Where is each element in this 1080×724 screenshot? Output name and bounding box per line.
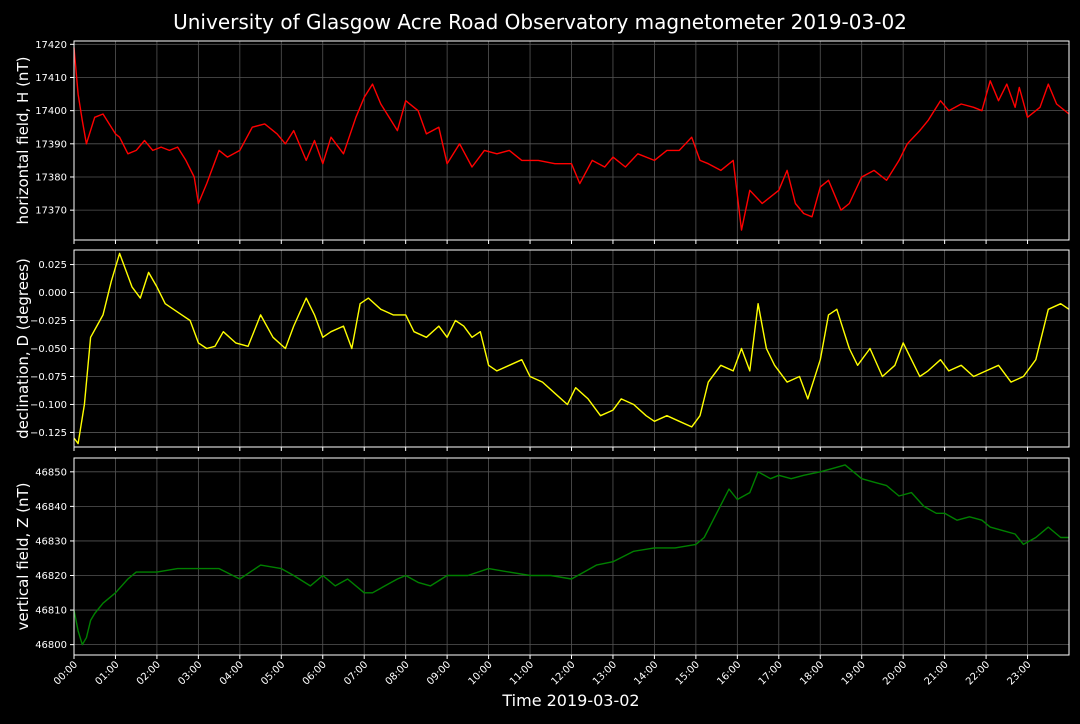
panel-frame xyxy=(73,457,1070,656)
y-axis-label-h: horizontal field, H (nT) xyxy=(14,57,32,225)
series-line-h xyxy=(73,47,1070,231)
x-tick-label: 10:00 xyxy=(467,659,495,687)
x-tick-label: 22:00 xyxy=(964,659,992,687)
x-axis-label: Time 2019-03-02 xyxy=(501,691,639,710)
y-tick-label: −0.025 xyxy=(30,316,67,327)
x-tick-label: 18:00 xyxy=(798,659,826,687)
series-line-d xyxy=(73,252,1070,445)
x-tick-label: 13:00 xyxy=(591,659,619,687)
panel-d: −0.125 −0.100 −0.075 −0.050 −0.025 0.000 0.025… xyxy=(14,249,1070,451)
x-tick-label: 23:00 xyxy=(1006,659,1034,687)
panel-h: 17370 17380 17390 17400 17410 17420horizontal… xyxy=(14,40,1070,244)
x-tick-label: 07:00 xyxy=(342,659,370,687)
y-tick-label: −0.075 xyxy=(30,372,67,383)
x-tick-label: 16:00 xyxy=(715,659,743,687)
y-tick-label: −0.050 xyxy=(30,344,67,355)
x-tick-label: 01:00 xyxy=(93,659,121,687)
y-tick-label: −0.125 xyxy=(30,428,67,439)
x-tick-label: 09:00 xyxy=(425,659,453,687)
x-tick-label: 02:00 xyxy=(135,659,163,687)
y-tick-label: 17410 xyxy=(35,73,67,84)
panel-frame xyxy=(73,40,1070,241)
panel-frame xyxy=(73,249,1070,448)
y-tick-label: 46810 xyxy=(35,606,67,617)
y-tick-label: 0.000 xyxy=(38,288,67,299)
y-tick-label: 46820 xyxy=(35,571,67,582)
y-tick-label: 17420 xyxy=(35,40,67,51)
y-tick-label: 46800 xyxy=(35,640,67,651)
y-axis-label-z: vertical field, Z (nT) xyxy=(14,482,32,630)
x-tick-label: 14:00 xyxy=(632,659,660,687)
series-line-z xyxy=(73,464,1069,646)
y-tick-label: 46850 xyxy=(35,467,67,478)
y-tick-label: 46830 xyxy=(35,536,67,547)
x-tick-label: 00:00 xyxy=(52,659,80,687)
x-tick-label: 12:00 xyxy=(549,659,577,687)
x-tick-label: 17:00 xyxy=(757,659,785,687)
x-tick-label: 05:00 xyxy=(259,659,287,687)
chart-title: University of Glasgow Acre Road Observat… xyxy=(173,10,907,34)
x-tick-label: 03:00 xyxy=(176,659,204,687)
y-tick-label: 17370 xyxy=(35,206,67,217)
y-tick-label: 17380 xyxy=(35,172,67,183)
x-tick-label: 20:00 xyxy=(881,659,909,687)
y-tick-label: 46840 xyxy=(35,502,67,513)
x-tick-label: 21:00 xyxy=(923,659,951,687)
x-tick-label: 08:00 xyxy=(384,659,412,687)
y-tick-label: −0.100 xyxy=(30,400,67,411)
x-tick-label: 04:00 xyxy=(218,659,246,687)
x-tick-label: 19:00 xyxy=(840,659,868,687)
x-tick-label: 06:00 xyxy=(301,659,329,687)
x-tick-label: 11:00 xyxy=(508,659,536,687)
y-tick-label: 0.025 xyxy=(38,260,67,271)
y-axis-label-d: declination, D (degrees) xyxy=(14,258,32,439)
y-tick-label: 17390 xyxy=(35,139,67,150)
y-tick-label: 17400 xyxy=(35,106,67,117)
x-tick-label: 15:00 xyxy=(674,659,702,687)
